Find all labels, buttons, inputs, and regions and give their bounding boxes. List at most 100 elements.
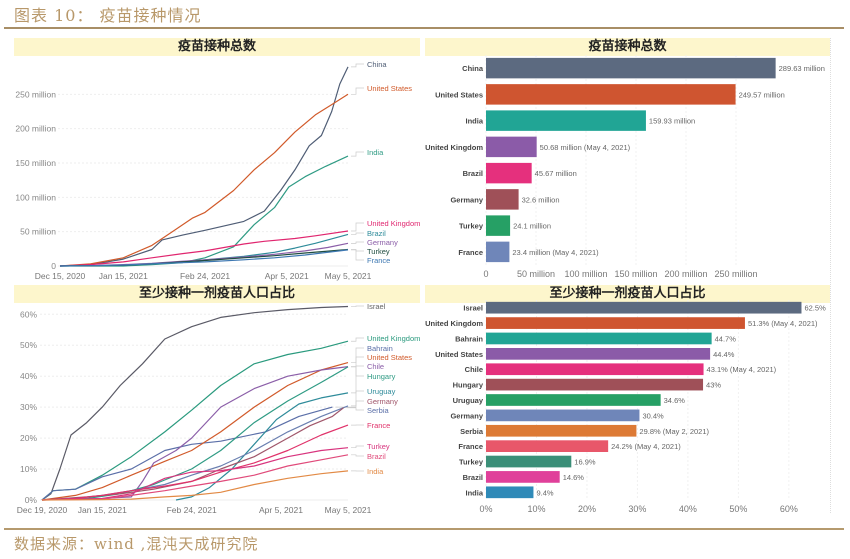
series-label: United Kingdom	[367, 219, 420, 228]
bar-value-label: 9.4%	[536, 488, 553, 497]
category-label: China	[462, 64, 484, 73]
x-tick-label: 30%	[628, 504, 646, 514]
bar-value-label: 24.1 million	[513, 222, 551, 231]
bar-bahrain	[486, 332, 712, 345]
category-label: India	[465, 117, 483, 126]
x-tick-label: May 5, 2021	[325, 505, 372, 515]
label-leader	[351, 365, 364, 367]
x-tick-label: Apr 5, 2021	[259, 505, 303, 515]
series-label: United States	[367, 353, 412, 362]
series-label: France	[367, 256, 390, 265]
bar-value-label: 23.4 million (May 4, 2021)	[512, 248, 599, 257]
x-tick-label: Feb 24, 2021	[167, 505, 217, 515]
series-line-united-kingdom	[59, 230, 349, 267]
x-tick-label: Dec 19, 2020	[17, 505, 68, 515]
bar-value-label: 159.93 million	[649, 117, 695, 126]
bar-hungary	[486, 378, 704, 391]
y-tick-label: 200 million	[15, 124, 56, 134]
series-label: India	[367, 467, 384, 476]
category-label: Germany	[450, 195, 483, 204]
bar-germany	[486, 409, 640, 422]
bar-value-label: 14.6%	[563, 473, 585, 482]
series-line-united-states	[59, 93, 349, 267]
bar-brazil	[486, 471, 560, 483]
series-label: United Kingdom	[367, 334, 420, 343]
bar-value-label: 50.68 million (May 4, 2021)	[540, 143, 631, 152]
label-leader	[351, 222, 364, 232]
label-leader	[351, 87, 364, 95]
series-line-france	[41, 424, 349, 501]
label-leader	[351, 445, 364, 449]
series-label: Serbia	[367, 406, 390, 415]
x-tick-label: 0	[483, 269, 488, 279]
x-tick-label: 0%	[479, 504, 492, 514]
label-leader	[351, 400, 364, 407]
bar-united-kingdom	[486, 317, 745, 329]
label-leader	[351, 232, 364, 235]
bar-serbia	[486, 424, 637, 437]
series-label: United States	[367, 84, 412, 93]
x-tick-label: Dec 15, 2020	[35, 271, 86, 281]
bar-israel	[486, 301, 802, 314]
category-label: Israel	[463, 304, 483, 313]
label-leader	[351, 249, 364, 261]
series-line-chile	[41, 366, 349, 501]
bar-value-label: 34.6%	[664, 396, 686, 405]
x-tick-label: 200 million	[664, 269, 707, 279]
y-tick-label: 20%	[20, 433, 37, 443]
category-label: France	[458, 248, 483, 257]
panel-border	[830, 38, 832, 513]
bar-india	[486, 110, 646, 131]
bar-value-label: 30.4%	[642, 411, 664, 420]
series-label: Turkey	[367, 442, 390, 451]
label-leader	[351, 151, 364, 157]
series-line-india	[60, 155, 349, 267]
category-label: Bahrain	[455, 334, 483, 343]
series-label: Israel	[367, 302, 386, 311]
y-tick-label: 0	[51, 261, 56, 271]
x-tick-label: 50%	[729, 504, 747, 514]
bar-value-label: 62.5%	[804, 304, 826, 313]
bar-value-label: 24.2% (May 4, 2021)	[611, 442, 681, 451]
series-label: Uruguay	[367, 387, 396, 396]
category-label: Turkey	[459, 458, 484, 467]
y-tick-label: 60%	[20, 309, 37, 319]
bar-france	[486, 440, 609, 452]
label-leader	[351, 356, 364, 363]
series-label: Bahrain	[367, 344, 393, 353]
y-tick-label: 50%	[20, 340, 37, 350]
category-label: Uruguay	[453, 396, 484, 405]
series-label: Turkey	[367, 247, 390, 256]
bar-france	[486, 241, 510, 263]
category-label: France	[458, 442, 483, 451]
label-leader	[351, 366, 364, 377]
title-divider	[4, 27, 844, 29]
x-tick-label: 100 million	[564, 269, 607, 279]
panel-title-total-bar: 疫苗接种总数	[425, 38, 830, 56]
series-line-bahrain	[41, 406, 333, 501]
y-tick-label: 10%	[20, 464, 37, 474]
label-leader	[351, 241, 364, 244]
x-tick-label: 40%	[679, 504, 697, 514]
bar-india	[486, 486, 534, 499]
footer-divider	[4, 528, 844, 530]
panel-title-share-line: 至少接种一剂疫苗人口占比	[14, 285, 420, 303]
x-tick-label: 250 million	[714, 269, 757, 279]
bar-value-label: 44.7%	[715, 334, 737, 343]
bar-brazil	[486, 162, 532, 184]
bar-value-label: 51.3% (May 4, 2021)	[748, 319, 818, 328]
bar-value-label: 32.6 million	[522, 195, 560, 204]
series-line-united-states	[41, 362, 349, 501]
category-label: United Kingdom	[425, 319, 483, 328]
category-label: India	[465, 488, 483, 497]
bar-value-label: 43%	[706, 381, 721, 390]
bar-turkey	[486, 215, 511, 236]
y-tick-label: 250 million	[15, 89, 56, 99]
x-tick-label: Jan 15, 2021	[99, 271, 148, 281]
panel-title-total-line: 疫苗接种总数	[14, 38, 420, 56]
source-note: 数据来源：wind ,混沌天成研究院	[14, 535, 259, 553]
y-tick-label: 0%	[25, 495, 38, 505]
bar-united-states	[486, 348, 711, 360]
category-label: Brazil	[463, 473, 483, 482]
bar-value-label: 16.9%	[574, 458, 596, 467]
